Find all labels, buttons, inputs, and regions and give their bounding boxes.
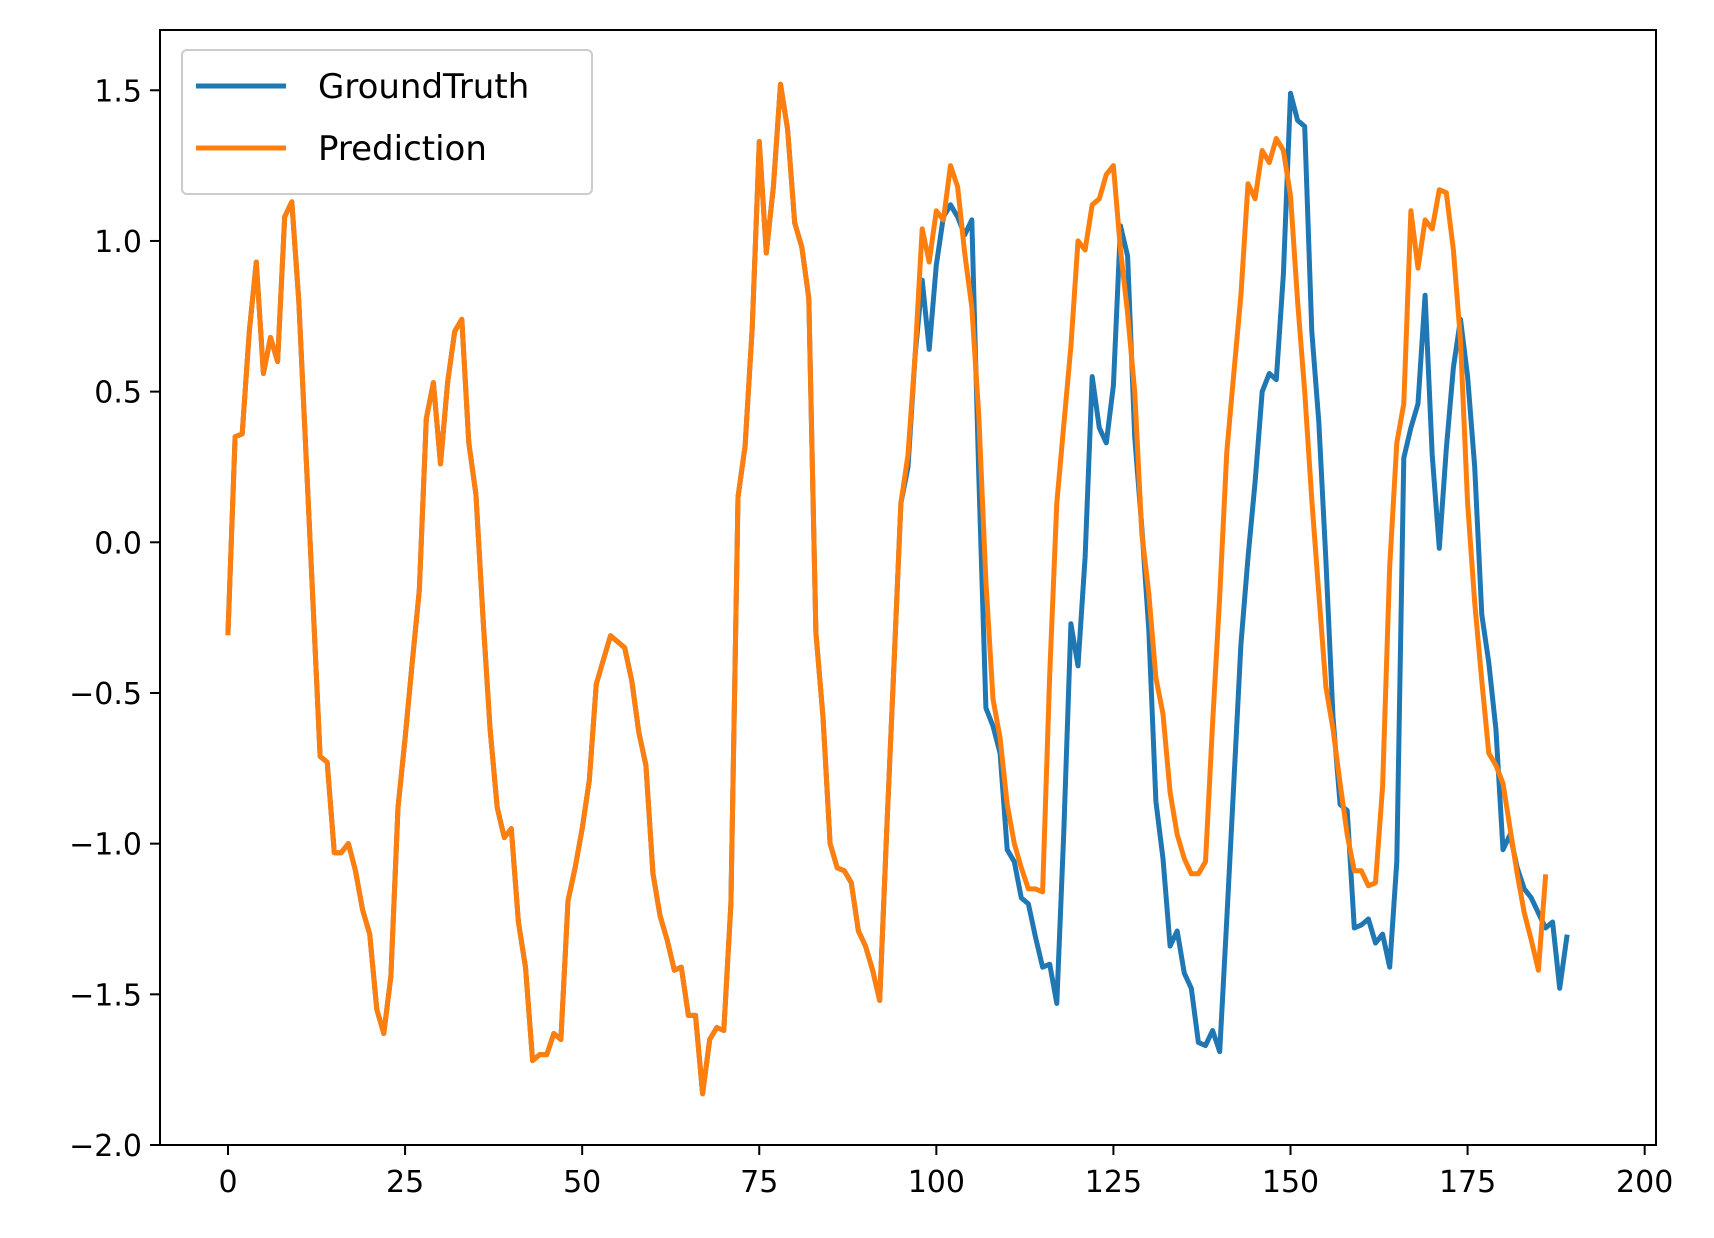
y-tick-label: −0.5 (69, 677, 142, 712)
x-tick-label: 0 (218, 1165, 237, 1200)
legend-label-prediction: Prediction (318, 129, 487, 169)
plot-frame (159, 29, 1657, 1146)
legend-label-groundtruth: GroundTruth (318, 67, 529, 107)
x-axis: 0 25 50 75 100 125 150 175 200 (218, 1145, 1673, 1200)
x-tick-label: 100 (908, 1165, 965, 1200)
y-tick-label: −2.0 (69, 1129, 142, 1164)
x-tick-label: 125 (1085, 1165, 1142, 1200)
x-tick-label: 25 (386, 1165, 424, 1200)
x-tick-label: 200 (1616, 1165, 1673, 1200)
y-axis: 1.5 1.0 0.5 0.0 −0.5 −1.0 −1.5 −2.0 (69, 74, 160, 1164)
x-tick-label: 150 (1262, 1165, 1319, 1200)
y-tick-label: −1.5 (69, 978, 142, 1013)
y-tick-label: 0.0 (94, 526, 142, 561)
y-tick-label: 0.5 (94, 376, 142, 411)
x-tick-label: 175 (1439, 1165, 1496, 1200)
x-tick-label: 75 (740, 1165, 778, 1200)
plot-lines (225, 81, 1570, 1097)
y-tick-label: 1.5 (94, 74, 142, 109)
series-line-prediction (225, 81, 1549, 1097)
legend: GroundTruth Prediction (181, 49, 593, 195)
x-tick-label: 50 (563, 1165, 601, 1200)
y-tick-label: −1.0 (69, 828, 142, 863)
y-tick-label: 1.0 (94, 225, 142, 260)
